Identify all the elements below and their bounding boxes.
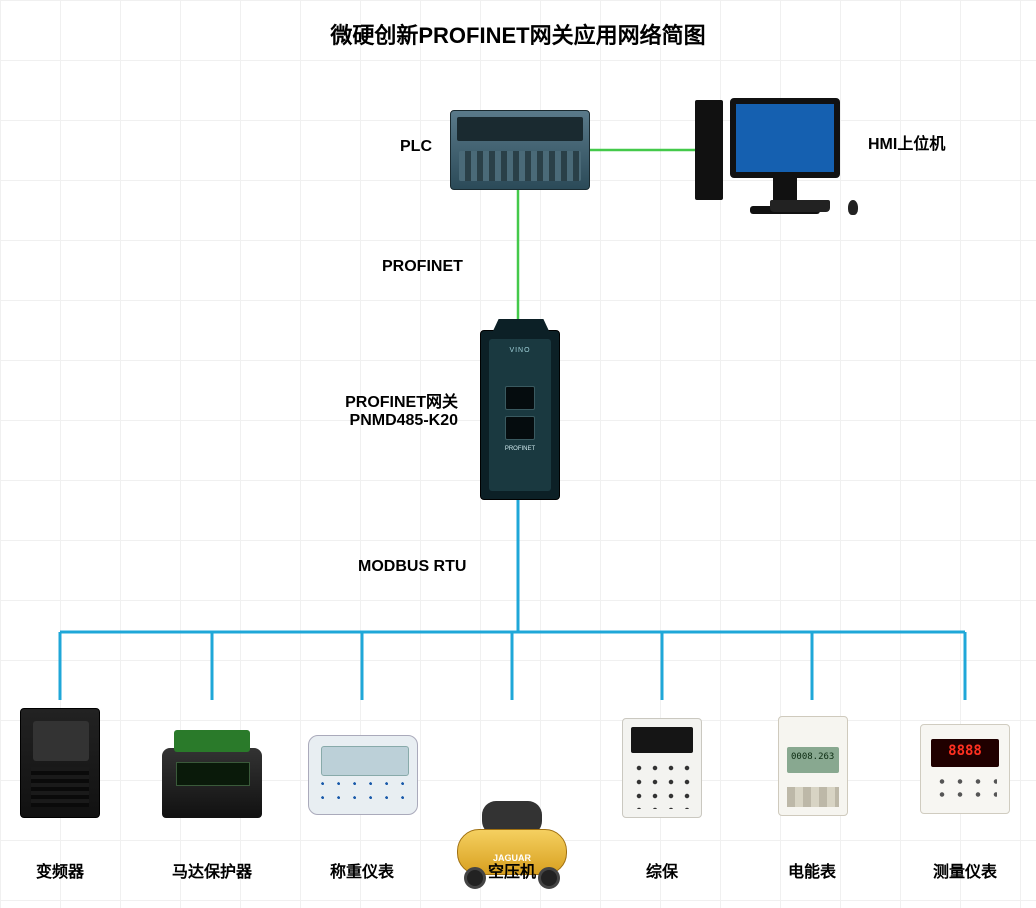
compressor-label: 空压机 bbox=[452, 858, 572, 882]
measure-label: 测量仪表 bbox=[905, 858, 1025, 882]
motor-protector-device bbox=[162, 748, 262, 818]
profinet-edge-label: PROFINET bbox=[382, 258, 463, 276]
modbus-edge-label: MODBUS RTU bbox=[358, 558, 466, 576]
zongbao-label: 综保 bbox=[602, 858, 722, 882]
diagram-title: 微硬创新PROFINET网关应用网络简图 bbox=[0, 18, 1036, 50]
protection-relay-device bbox=[622, 718, 702, 818]
pc-tower-icon bbox=[695, 100, 723, 200]
hmi-label: HMI上位机 bbox=[868, 130, 945, 154]
vfd-device bbox=[20, 708, 100, 818]
ethernet-port-icon bbox=[505, 416, 535, 440]
gateway-label: PROFINET网关 PNMD485-K20 bbox=[278, 388, 458, 430]
motor-label: 马达保护器 bbox=[152, 858, 272, 882]
energy-label: 电能表 bbox=[752, 858, 872, 882]
gateway-port-label: PROFINET bbox=[505, 446, 535, 452]
scale-label: 称重仪表 bbox=[302, 858, 422, 882]
energy-meter-device: 0008.263 bbox=[778, 716, 848, 816]
vfd-label: 变频器 bbox=[0, 858, 120, 882]
plc-label: PLC bbox=[400, 138, 432, 156]
plc-device bbox=[450, 110, 590, 190]
gateway-brand: VINO bbox=[509, 347, 530, 354]
gateway-device: VINO PROFINET bbox=[480, 330, 560, 500]
weighing-device bbox=[308, 735, 418, 815]
ethernet-port-icon bbox=[505, 386, 535, 410]
measure-led: 8888 bbox=[921, 743, 1009, 759]
measurement-device: 8888 bbox=[920, 724, 1010, 814]
gateway-label-line2: PNMD485-K20 bbox=[278, 412, 458, 430]
monitor-icon bbox=[730, 98, 840, 178]
mouse-icon bbox=[848, 200, 858, 215]
energy-lcd: 0008.263 bbox=[791, 752, 834, 762]
keyboard-icon bbox=[770, 200, 830, 212]
button-grid bbox=[631, 761, 693, 809]
gateway-label-line1: PROFINET网关 bbox=[278, 388, 458, 412]
